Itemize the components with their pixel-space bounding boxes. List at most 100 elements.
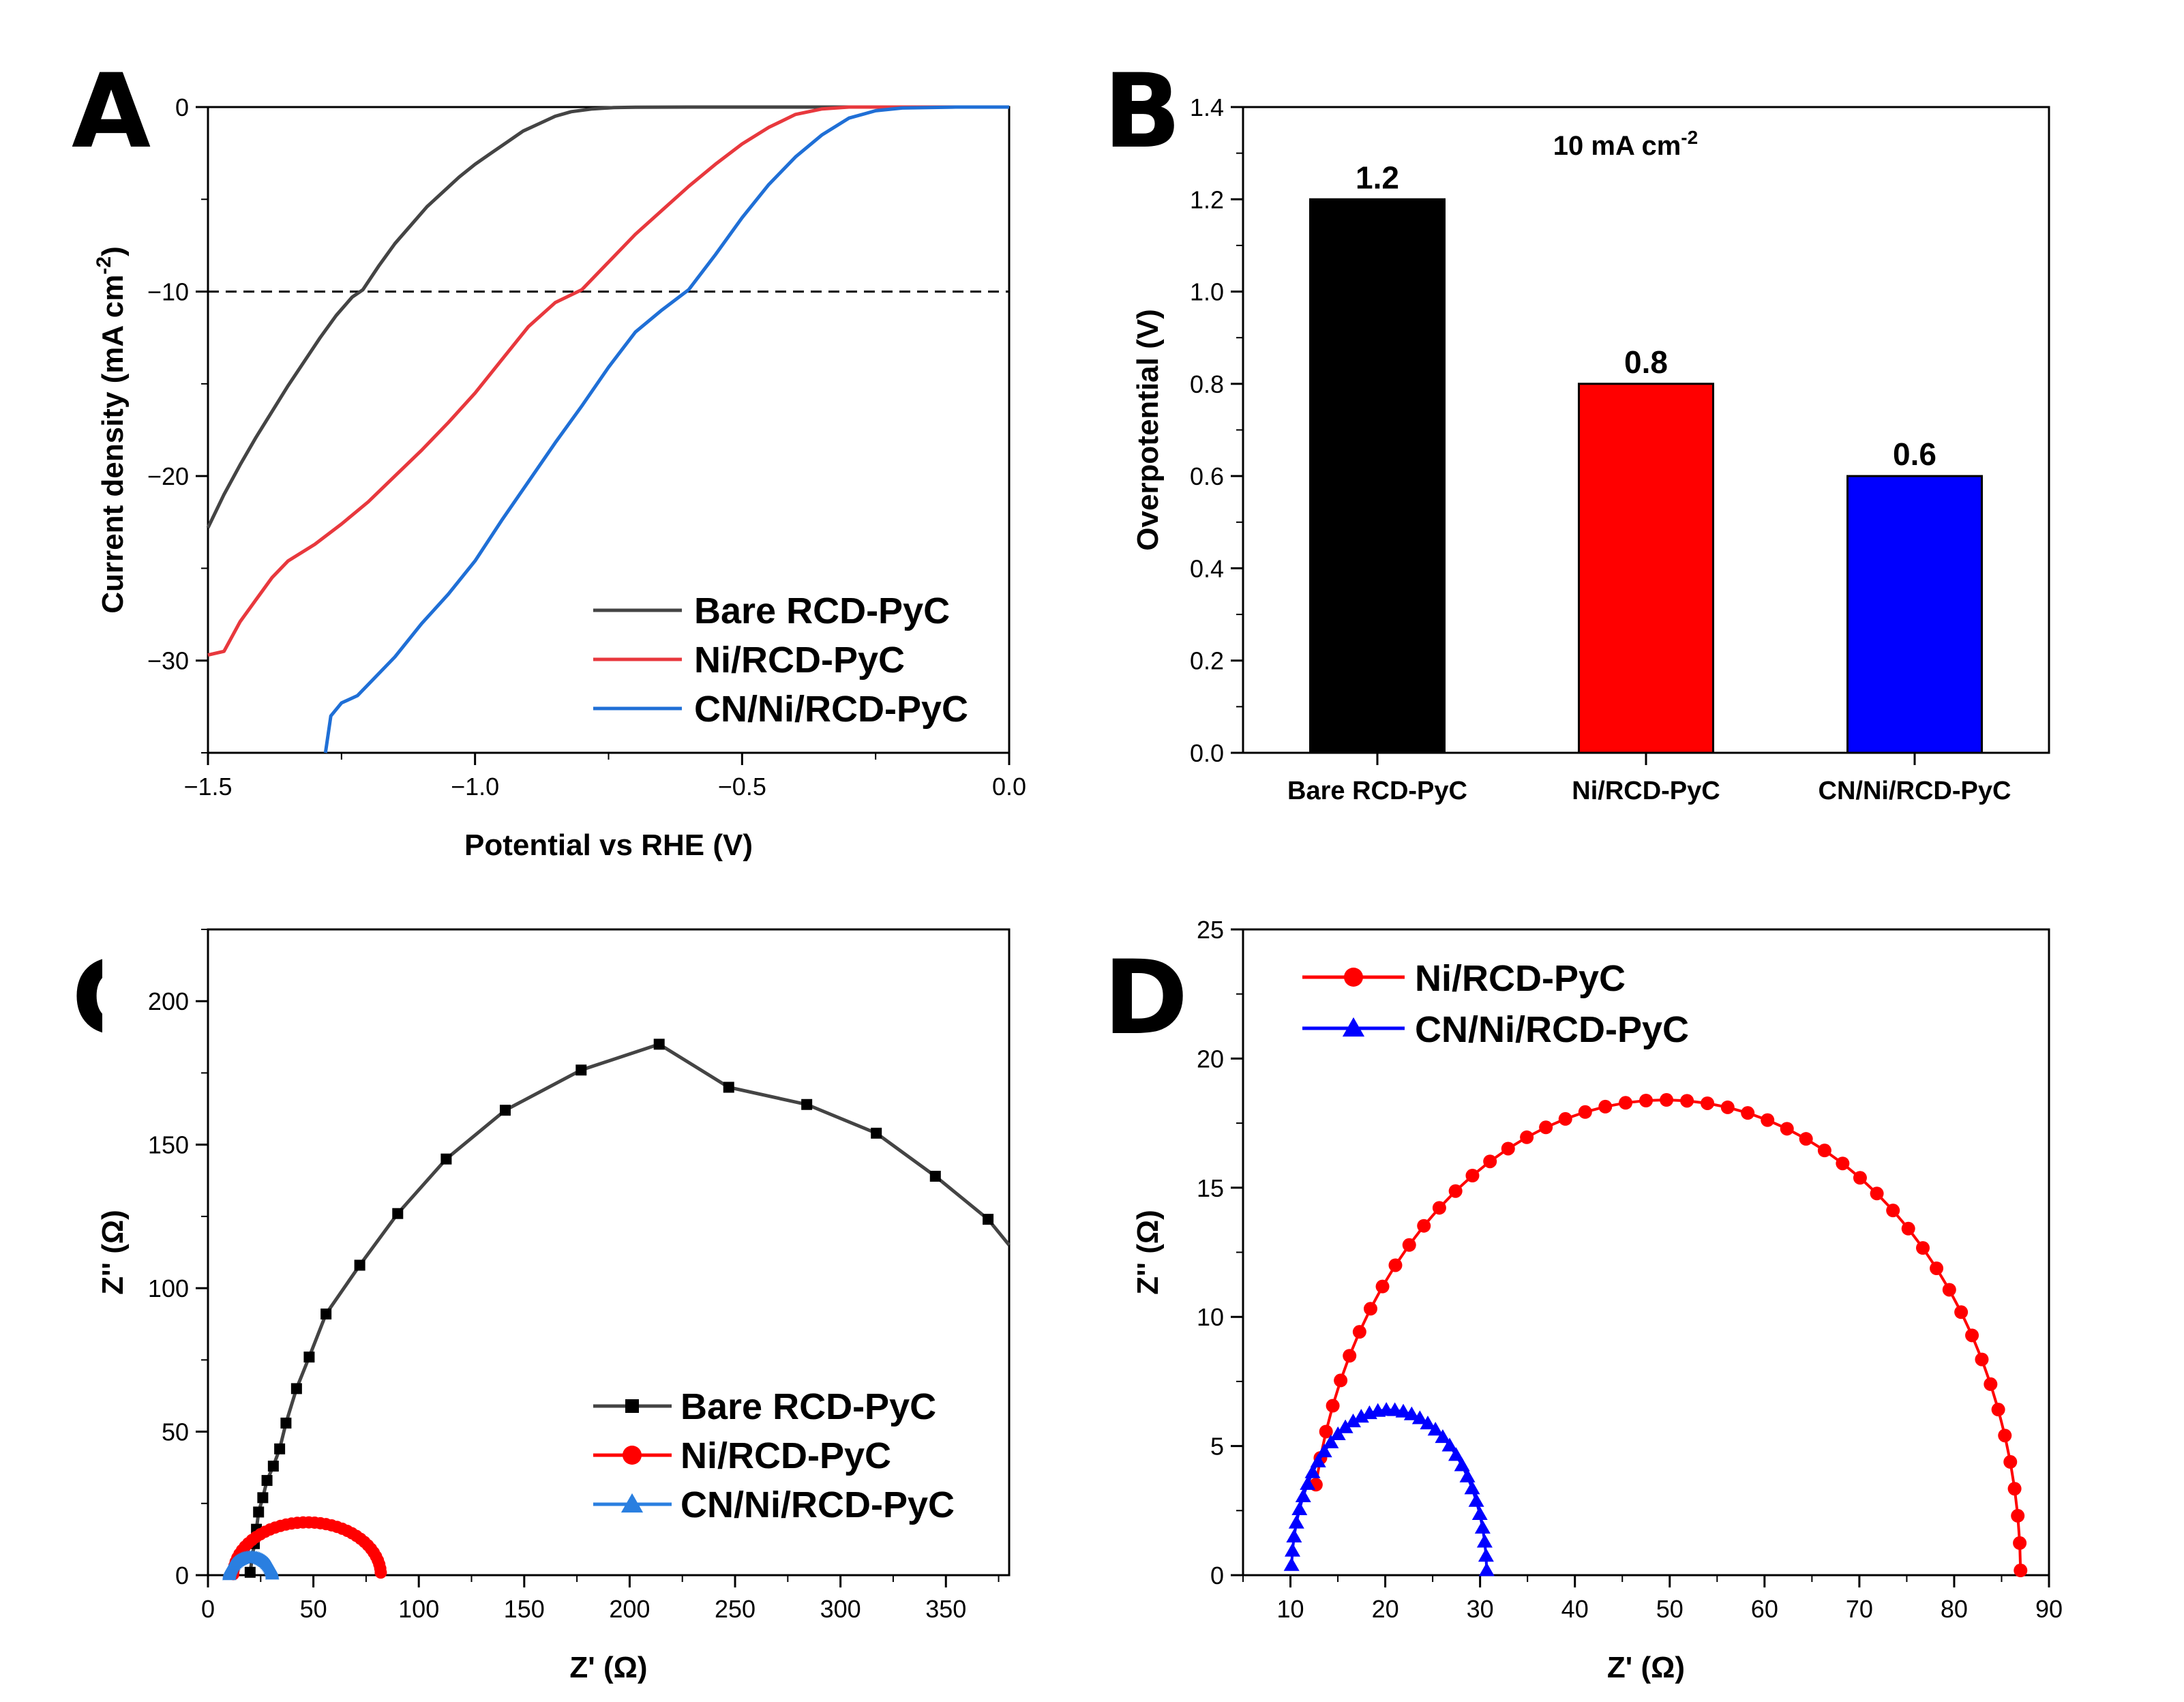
panel-label-b: B	[1103, 53, 1181, 171]
panel-c-legend-marker-2	[623, 1446, 642, 1465]
panel-c-legend-label-2: Ni/RCD-PyC	[680, 1435, 891, 1476]
panel-d-point-2	[1285, 1542, 1301, 1557]
panel-d-point-2	[1337, 1419, 1353, 1433]
panel-d-point-1	[2003, 1454, 2018, 1469]
panel-a-legend-label-1: Bare RCD-PyC	[694, 591, 950, 631]
panel-d-point-2	[1288, 1514, 1304, 1529]
panel-a-legend-label-2: Ni/RCD-PyC	[694, 640, 905, 681]
panel-a-series-line-1	[206, 105, 1009, 528]
panel-d-point-2	[1395, 1403, 1411, 1418]
panel-c-letter-mask	[102, 955, 143, 1036]
panel-d-point-2	[1448, 1447, 1464, 1461]
panel-d-legend-marker-1	[1344, 968, 1363, 987]
panel-d-point-2	[1478, 1562, 1495, 1577]
panel-d-xtick-label: 40	[1561, 1595, 1589, 1623]
panel-d-point-2	[1323, 1434, 1339, 1448]
panel-c-point-1	[723, 1081, 734, 1093]
panel-c-point-1	[267, 1461, 279, 1472]
panel-d-legend-label-1: Ni/RCD-PyC	[1415, 958, 1626, 999]
panel-c-point-1	[653, 1039, 665, 1050]
panel-d-xtick-label: 10	[1277, 1595, 1304, 1623]
panel-d-point-1	[1836, 1156, 1850, 1171]
panel-b-bar-value-2: 0.8	[1624, 344, 1668, 380]
panel-d-point-2	[1304, 1464, 1321, 1478]
panel-d-point-2	[1286, 1528, 1302, 1542]
panel-d-point-1	[1761, 1113, 1775, 1127]
panel-b-annotation-text: 10 mA cm	[1553, 131, 1681, 161]
panel-d-point-1	[1954, 1305, 1969, 1319]
panel-d-xlabel: Z' (Ω)	[1607, 1651, 1685, 1684]
panel-d-point-2	[1316, 1444, 1332, 1458]
panel-c-legend: Bare RCD-PyC Ni/RCD-PyC CN/Ni/RCD-PyC	[593, 1386, 955, 1525]
panel-d-point-1	[1352, 1325, 1366, 1339]
panel-b-bar-value-3: 0.6	[1893, 436, 1936, 472]
panel-d-point-1	[1975, 1352, 1989, 1367]
panel-d-point-2	[1310, 1453, 1326, 1467]
panel-c-xtick-label: 300	[820, 1595, 861, 1623]
panel-d-point-1	[1363, 1302, 1377, 1316]
panel-d-point-1	[1417, 1219, 1431, 1233]
panel-d-ylabel: Z'' (Ω)	[1131, 1210, 1165, 1295]
panel-b-bar-chart: 0.0 0.2 0.4 0.6 0.8 1.0 1.2 1.4 1.2 Bare RCD-PyC 0…	[1131, 93, 2050, 805]
panel-d-point-1	[2013, 1536, 2027, 1550]
panel-d-point-1	[1660, 1093, 1674, 1107]
panel-c-point-1	[290, 1383, 302, 1394]
panel-d-ytick-label: 5	[1210, 1433, 1224, 1461]
panel-c-point-1	[801, 1099, 813, 1110]
panel-d-point-1	[1402, 1238, 1416, 1252]
panel-d-point-2	[1441, 1437, 1458, 1452]
panel-c-ytick-label: 100	[148, 1274, 189, 1302]
panel-d-point-2	[1474, 1519, 1491, 1534]
panel-b-ytick-label: 0.2	[1190, 647, 1224, 675]
panel-d-point-1	[1901, 1221, 1915, 1236]
panel-a-series-line-3	[323, 105, 1009, 753]
panel-d-point-1	[1853, 1171, 1867, 1185]
panel-d-point-1	[1886, 1204, 1900, 1218]
panel-d-point-2	[1420, 1415, 1436, 1430]
panel-d-point-1	[1998, 1429, 2012, 1443]
panel-c-ytick-label: 150	[148, 1131, 189, 1159]
panel-d-point-1	[1680, 1094, 1694, 1108]
panel-b-ylabel: Overpotential (V)	[1131, 309, 1165, 551]
panel-c-point-1	[303, 1352, 315, 1363]
panel-a-xlabel: Potential vs RHE (V)	[464, 828, 753, 862]
panel-d-xtick-label: 70	[1846, 1595, 1873, 1623]
panel-d-point-1	[2014, 1564, 2028, 1578]
panel-b-bar-2	[1578, 383, 1714, 754]
panel-a-legend: Bare RCD-PyC Ni/RCD-PyC CN/Ni/RCD-PyC	[593, 591, 968, 730]
panel-a-ytick-label: −10	[147, 278, 189, 306]
panel-c-point-2	[374, 1566, 387, 1579]
panel-c-point-1	[320, 1308, 332, 1319]
panel-d-xtick-label: 90	[2035, 1595, 2063, 1623]
panel-d-ytick-label: 15	[1197, 1174, 1224, 1202]
panel-d-point-2	[1330, 1426, 1346, 1441]
panel-d-point-1	[1930, 1261, 1944, 1276]
panel-d-legend-label-2: CN/Ni/RCD-PyC	[1415, 1009, 1689, 1050]
panel-c-point-1	[929, 1170, 941, 1182]
panel-d-point-1	[2007, 1482, 2022, 1496]
panel-c-point-1	[244, 1566, 256, 1578]
panel-d-point-1	[1432, 1201, 1446, 1215]
panel-b-category-label-1: Bare RCD-PyC	[1287, 777, 1467, 805]
panel-c-xtick-label: 250	[715, 1595, 756, 1623]
panel-d-point-2	[1295, 1488, 1311, 1502]
panel-b-ytick-label: 0.6	[1190, 462, 1224, 490]
panel-d-point-2	[1345, 1414, 1362, 1428]
panel-d-point-1	[1984, 1377, 1998, 1391]
panel-d-point-1	[1483, 1154, 1497, 1169]
panel-d-point-2	[1478, 1548, 1494, 1562]
panel-d-point-1	[1319, 1424, 1333, 1439]
panel-d-point-1	[1539, 1120, 1553, 1135]
panel-a-ytick-label: −20	[147, 462, 189, 490]
panel-d-point-1	[1448, 1184, 1463, 1198]
panel-d-point-2	[1459, 1468, 1476, 1482]
panel-a-legend-label-3: CN/Ni/RCD-PyC	[694, 689, 968, 730]
panel-d-point-2	[1403, 1406, 1420, 1420]
panel-c-xtick-label: 0	[201, 1595, 215, 1623]
panel-c-xtick-label: 50	[300, 1595, 327, 1623]
panel-d-ytick-label: 25	[1197, 916, 1224, 944]
panel-d-point-1	[1942, 1283, 1956, 1297]
panel-d-point-2	[1411, 1410, 1428, 1424]
panel-b-ytick-label: 1.2	[1190, 185, 1224, 213]
